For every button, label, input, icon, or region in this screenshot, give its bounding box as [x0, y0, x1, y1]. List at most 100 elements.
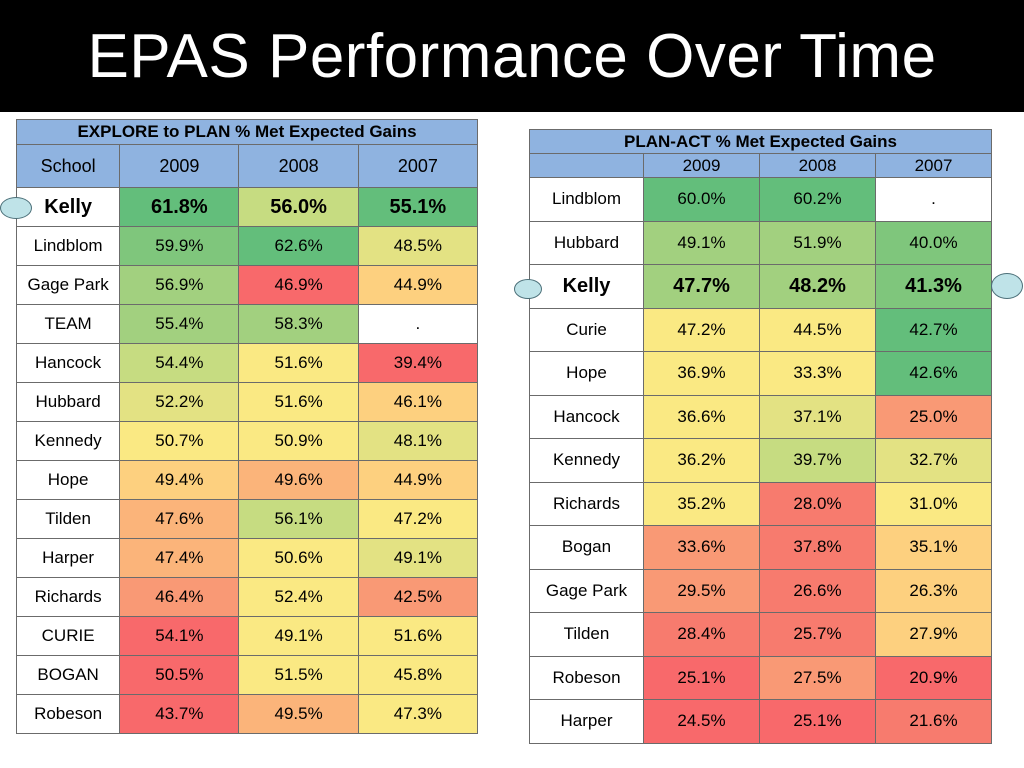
value-cell: . — [357, 304, 479, 344]
value-cell: 50.7% — [119, 421, 240, 461]
explore-plan-rows: Kelly 61.8% 56.0% 55.1% Lindblom 59.9% 62.6% 48… — [15, 187, 479, 734]
school-name-cell: Robeson — [529, 655, 644, 700]
table-row: Hubbard 49.1% 51.9% 40.0% — [529, 220, 992, 265]
table-row: Gage Park 29.5% 26.6% 26.3% — [529, 568, 992, 613]
value-cell: 25.1% — [643, 655, 760, 700]
value-cell: 28.0% — [759, 481, 876, 526]
value-cell: 47.6% — [119, 499, 240, 539]
value-cell: 46.9% — [238, 265, 359, 305]
value-cell: 35.2% — [643, 481, 760, 526]
value-cell: 37.1% — [759, 394, 876, 439]
value-cell: 44.9% — [357, 460, 479, 500]
table-row: Curie 47.2% 44.5% 42.7% — [529, 307, 992, 352]
school-name-cell: Kelly — [15, 187, 121, 227]
value-cell: 54.4% — [119, 343, 240, 383]
school-name-cell: Hope — [529, 351, 644, 396]
value-cell: 49.6% — [238, 460, 359, 500]
school-name-cell: Hancock — [15, 343, 121, 383]
value-cell: 51.5% — [238, 655, 359, 695]
school-name-cell: Kelly — [529, 264, 644, 309]
value-cell: 29.5% — [643, 568, 760, 613]
table-row: Richards 46.4% 52.4% 42.5% — [15, 577, 479, 617]
school-name-cell: Hope — [15, 460, 121, 500]
value-cell: 51.9% — [759, 220, 876, 265]
value-cell: 47.3% — [357, 694, 479, 734]
column-header-school: School — [15, 144, 121, 188]
value-cell: 52.2% — [119, 382, 240, 422]
table-row: Gage Park 56.9% 46.9% 44.9% — [15, 265, 479, 305]
table-row: CURIE 54.1% 49.1% 51.6% — [15, 616, 479, 656]
value-cell: 44.5% — [759, 307, 876, 352]
table-row: Robeson 25.1% 27.5% 20.9% — [529, 655, 992, 700]
value-cell: 50.6% — [238, 538, 359, 578]
table-row: Hancock 36.6% 37.1% 25.0% — [529, 394, 992, 439]
slide-title: EPAS Performance Over Time — [0, 0, 1024, 112]
school-name-cell: Tilden — [15, 499, 121, 539]
highlight-marker-left — [0, 197, 32, 219]
value-cell: 33.6% — [643, 525, 760, 570]
value-cell: 56.0% — [238, 187, 359, 227]
value-cell: 45.8% — [357, 655, 479, 695]
value-cell: 26.3% — [875, 568, 992, 613]
value-cell: 31.0% — [875, 481, 992, 526]
school-name-cell: BOGAN — [15, 655, 121, 695]
column-header-2009: 2009 — [643, 153, 760, 178]
value-cell: 49.1% — [238, 616, 359, 656]
highlight-marker-kelly-left — [514, 279, 542, 299]
value-cell: 58.3% — [238, 304, 359, 344]
table-row: Harper 47.4% 50.6% 49.1% — [15, 538, 479, 578]
column-header-2008: 2008 — [238, 144, 359, 188]
school-name-cell: Kennedy — [15, 421, 121, 461]
plan-act-rows: Lindblom 60.0% 60.2%. Hubbard 49.1% 51.9% 40.0… — [529, 177, 992, 744]
table-row: Lindblom 60.0% 60.2%. — [529, 177, 992, 222]
table-row: Tilden 28.4% 25.7% 27.9% — [529, 612, 992, 657]
value-cell: . — [875, 177, 992, 222]
value-cell: 56.1% — [238, 499, 359, 539]
school-name-cell: Hubbard — [15, 382, 121, 422]
value-cell: 44.9% — [357, 265, 479, 305]
value-cell: 59.9% — [119, 226, 240, 266]
value-cell: 42.6% — [875, 351, 992, 396]
value-cell: 36.9% — [643, 351, 760, 396]
value-cell: 50.9% — [238, 421, 359, 461]
value-cell: 46.1% — [357, 382, 479, 422]
value-cell: 46.4% — [119, 577, 240, 617]
table-row: Hubbard 52.2% 51.6% 46.1% — [15, 382, 479, 422]
plan-act-table: PLAN-ACT % Met Expected Gains 2009 2008 … — [529, 129, 992, 744]
school-name-cell: Gage Park — [529, 568, 644, 613]
table-row: Hope 49.4% 49.6% 44.9% — [15, 460, 479, 500]
school-name-cell: Hubbard — [529, 220, 644, 265]
explore-plan-caption: EXPLORE to PLAN % Met Expected Gains — [16, 119, 478, 145]
school-name-cell: Curie — [529, 307, 644, 352]
school-name-cell: Kennedy — [529, 438, 644, 483]
value-cell: 48.1% — [357, 421, 479, 461]
value-cell: 43.7% — [119, 694, 240, 734]
column-header-2007: 2007 — [875, 153, 992, 178]
value-cell: 24.5% — [643, 699, 760, 744]
value-cell: 25.1% — [759, 699, 876, 744]
value-cell: 51.6% — [238, 382, 359, 422]
value-cell: 48.5% — [357, 226, 479, 266]
school-name-cell: Lindblom — [15, 226, 121, 266]
school-name-cell: Harper — [529, 699, 644, 744]
school-name-cell: TEAM — [15, 304, 121, 344]
value-cell: 37.8% — [759, 525, 876, 570]
table-row: Kelly 61.8% 56.0% 55.1% — [15, 187, 479, 227]
highlight-marker-right — [991, 273, 1023, 299]
value-cell: 47.4% — [119, 538, 240, 578]
value-cell: 42.5% — [357, 577, 479, 617]
value-cell: 32.7% — [875, 438, 992, 483]
value-cell: 49.1% — [357, 538, 479, 578]
value-cell: 47.2% — [357, 499, 479, 539]
school-name-cell: Bogan — [529, 525, 644, 570]
table-row: Kennedy 36.2% 39.7% 32.7% — [529, 438, 992, 483]
value-cell: 49.5% — [238, 694, 359, 734]
value-cell: 48.2% — [759, 264, 876, 309]
value-cell: 33.3% — [759, 351, 876, 396]
table-row: Hope 36.9% 33.3% 42.6% — [529, 351, 992, 396]
school-name-cell: Lindblom — [529, 177, 644, 222]
value-cell: 41.3% — [875, 264, 992, 309]
school-name-cell: Gage Park — [15, 265, 121, 305]
school-name-cell: Richards — [529, 481, 644, 526]
school-name-cell: Hancock — [529, 394, 644, 439]
